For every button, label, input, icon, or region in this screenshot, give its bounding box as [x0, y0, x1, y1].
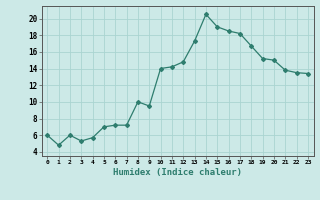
X-axis label: Humidex (Indice chaleur): Humidex (Indice chaleur) [113, 168, 242, 177]
